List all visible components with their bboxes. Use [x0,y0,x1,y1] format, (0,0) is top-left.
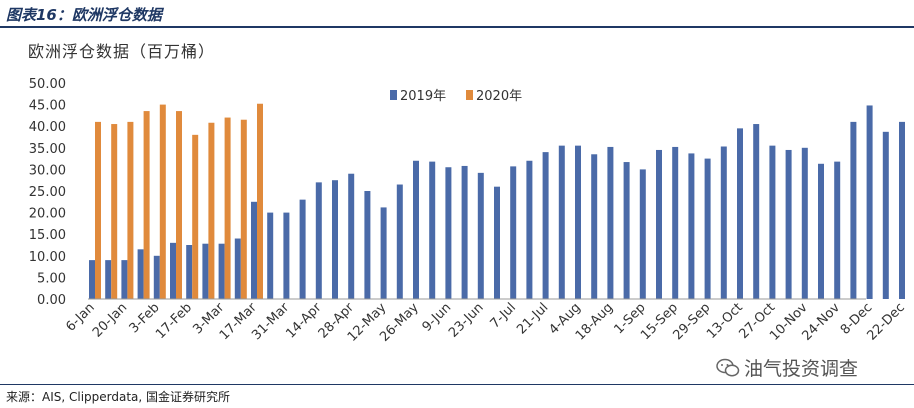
x-tick-label: 31-Mar [249,300,292,343]
x-tick-label: 21-Jul [514,300,551,337]
bar-2019 [818,163,824,299]
bar-2019 [105,260,112,299]
x-tick-label: 17-Feb [153,300,195,342]
y-tick-label: 0.00 [37,293,66,308]
bar-2019 [170,242,176,299]
figure-header: 图表16：欧洲浮仓数据 [0,0,914,28]
bar-2020 [240,119,247,299]
y-tick-label: 10.00 [29,250,66,265]
bar-2019 [737,128,743,299]
bar-2019 [510,166,517,299]
bar-2019 [218,243,225,299]
figure-title: 图表16：欧洲浮仓数据 [6,6,162,24]
x-axis: 6-Jan20-Jan3-Feb17-Feb3-Mar17-Mar31-Mar1… [63,298,908,345]
bar-2019 [299,199,306,299]
legend-label: 2020年 [476,89,522,104]
bar-2019 [558,145,565,299]
bar-2020 [159,104,166,299]
bar-2019 [801,147,808,299]
wechat-icon [716,358,740,376]
y-axis: 0.00 5.00 10.00 15.00 20.00 25.00 30.00 35.00 40… [29,77,66,308]
y-tick-label: 30.00 [29,163,66,178]
bar-2020 [143,111,150,299]
bar-2019 [785,149,792,299]
series-2019-bars [89,105,905,300]
bar-2019 [866,105,873,300]
bar-2019 [688,153,695,299]
legend: 2019年 2020年 [390,89,522,104]
y-tick-label: 25.00 [29,185,66,200]
watermark: 油气投资调查 [716,354,858,381]
bar-2019 [526,160,533,299]
bar-2019 [89,260,95,299]
bar-2019 [591,154,598,299]
bar-2019 [542,152,549,299]
bar-2019 [882,131,889,299]
legend-swatch [466,90,473,100]
bar-2019 [137,249,144,299]
series-2020-bars [95,103,263,300]
bar-chart: 0.00 5.00 10.00 15.00 20.00 25.00 30.00 35.00 40… [29,77,908,345]
bar-2020 [257,103,263,300]
y-tick-label: 20.00 [29,207,66,222]
chart-title: 欧洲浮仓数据（百万桶） [28,42,216,61]
legend-label: 2019年 [400,89,446,104]
x-tick-label: 23-Jun [446,300,487,341]
bar-2019 [494,186,500,299]
bar-2019 [380,207,387,299]
bar-2020 [192,134,199,299]
bar-2019 [396,184,403,299]
bar-2019 [461,165,468,299]
bar-2019 [704,158,711,299]
bar-2019 [720,146,727,299]
bar-2019 [656,149,662,299]
y-tick-label: 45.00 [29,99,66,114]
bar-2019 [753,124,760,299]
bar-2020 [111,124,118,299]
bar-2019 [202,243,209,299]
bar-2019 [234,238,241,299]
bar-2020 [224,117,231,299]
y-tick-label: 35.00 [29,142,66,157]
bar-2019 [332,180,338,299]
bar-2020 [127,121,134,299]
bar-2019 [348,173,355,299]
bar-2019 [121,260,128,299]
y-tick-label: 50.00 [29,77,66,92]
source-note: 来源：AIS, Clipperdata, 国金证券研究所 [6,390,231,404]
bar-2019 [623,162,630,299]
bar-2019 [899,121,905,299]
bar-2019 [834,161,841,299]
bar-2019 [850,121,857,299]
legend-swatch [390,90,397,100]
bar-2019 [445,167,452,299]
bar-2019 [186,245,193,299]
bar-2019 [575,145,581,299]
bar-2020 [176,111,182,299]
y-tick-label: 5.00 [37,271,66,286]
y-tick-label: 40.00 [29,120,66,135]
bar-2019 [769,145,776,299]
bar-2019 [672,146,679,299]
x-tick-label: 20-Jan [90,300,130,340]
footer: 来源：AIS, Clipperdata, 国金证券研究所 [0,384,914,408]
bar-2020 [95,121,101,299]
bar-2020 [208,122,215,299]
bar-2019 [429,161,436,299]
x-tick-label: 29-Sep [670,300,713,343]
bar-2019 [251,201,257,299]
bar-2019 [283,212,290,299]
bar-2019 [364,191,371,299]
bar-2019 [607,146,614,299]
bar-2019 [413,160,419,299]
bar-2019 [315,182,322,299]
watermark-text: 油气投资调查 [744,358,859,380]
bar-2019 [153,255,160,299]
bar-2019 [477,172,484,299]
y-tick-label: 15.00 [29,228,66,243]
bar-2019 [267,212,274,299]
bar-2019 [639,169,646,299]
